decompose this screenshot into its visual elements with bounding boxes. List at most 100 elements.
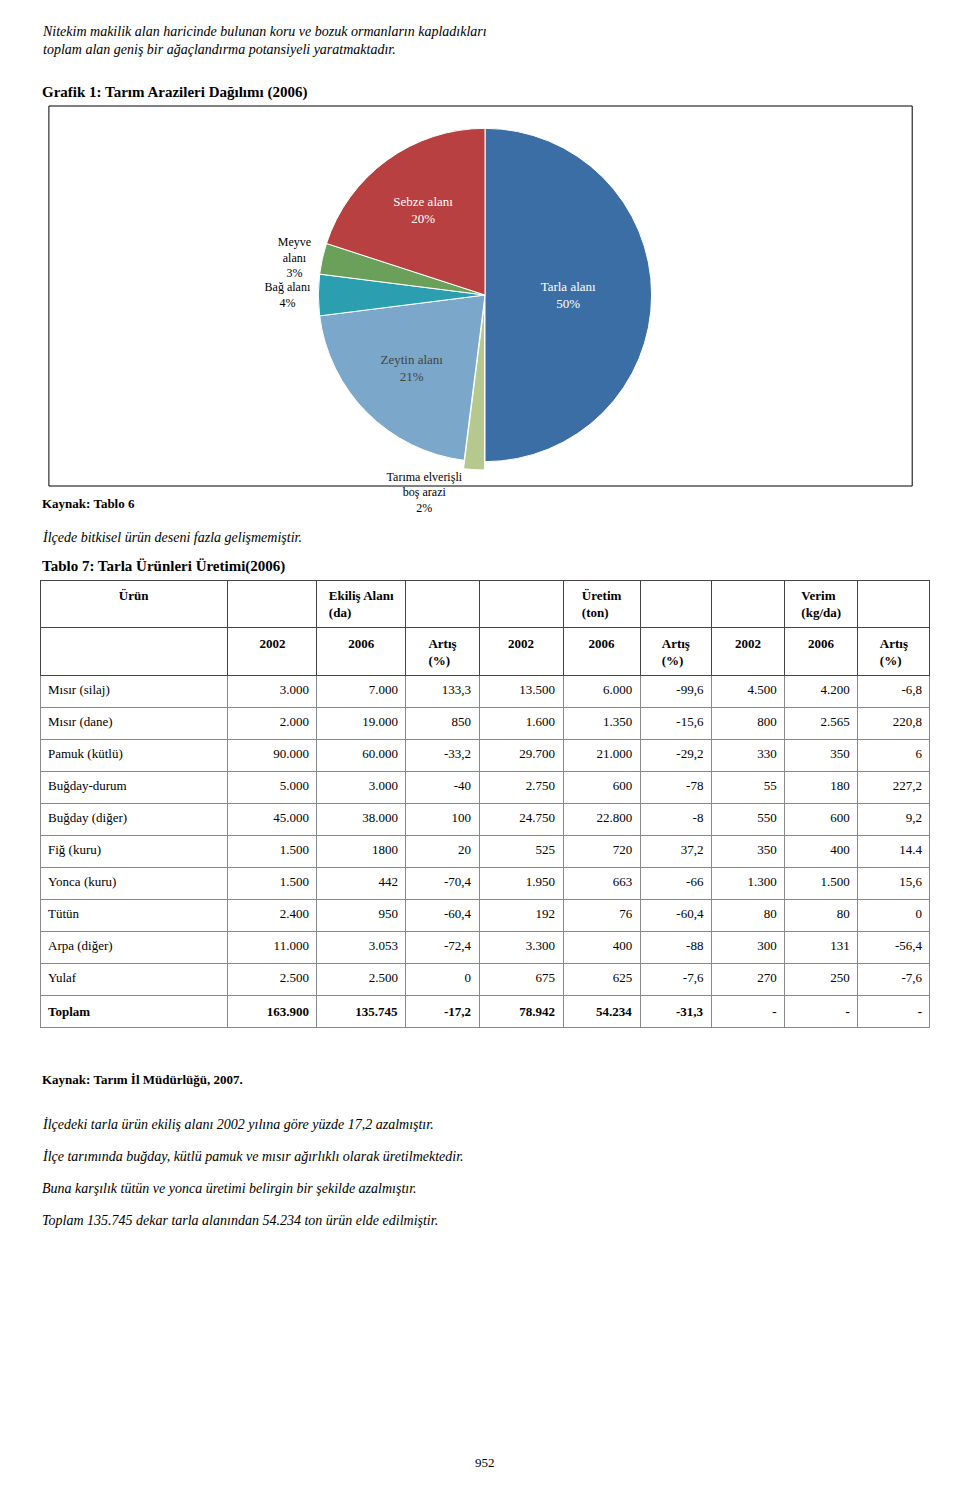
svg-text:600: 600 bbox=[613, 778, 633, 793]
svg-text:1800: 1800 bbox=[372, 842, 398, 857]
svg-text:2006: 2006 bbox=[588, 636, 615, 651]
svg-text:2002: 2002 bbox=[508, 636, 534, 651]
svg-text:Artış(%): Artış(%) bbox=[428, 636, 456, 668]
svg-text:45.000: 45.000 bbox=[273, 810, 309, 825]
svg-text:-7,6: -7,6 bbox=[683, 970, 704, 985]
svg-text:133,3: 133,3 bbox=[442, 682, 471, 697]
svg-text:-72,4: -72,4 bbox=[444, 938, 472, 953]
svg-text:Tarla alanı50%: Tarla alanı50% bbox=[541, 279, 596, 311]
svg-text:180: 180 bbox=[830, 778, 850, 793]
svg-text:24.750: 24.750 bbox=[519, 810, 555, 825]
svg-text:525: 525 bbox=[536, 842, 556, 857]
svg-text:-60,4: -60,4 bbox=[444, 906, 472, 921]
svg-text:1.500: 1.500 bbox=[280, 874, 309, 889]
svg-text:80: 80 bbox=[764, 906, 777, 921]
svg-text:2.565: 2.565 bbox=[821, 714, 850, 729]
svg-text:13.500: 13.500 bbox=[519, 682, 555, 697]
svg-text:Tablo 7: Tarla Ürünleri Üretim: Tablo 7: Tarla Ürünleri Üretimi(2006) bbox=[42, 558, 285, 575]
svg-text:-70,4: -70,4 bbox=[444, 874, 472, 889]
svg-text:Mısır (silaj): Mısır (silaj) bbox=[48, 682, 110, 697]
svg-text:Pamuk (kütlü): Pamuk (kütlü) bbox=[48, 746, 123, 761]
svg-text:550: 550 bbox=[757, 810, 777, 825]
svg-text:3.300: 3.300 bbox=[526, 938, 555, 953]
svg-text:21.000: 21.000 bbox=[597, 746, 633, 761]
svg-text:-7,6: -7,6 bbox=[901, 970, 922, 985]
svg-text:442: 442 bbox=[378, 874, 398, 889]
svg-text:-15,6: -15,6 bbox=[676, 714, 704, 729]
svg-text:Toplam: Toplam bbox=[48, 1004, 90, 1019]
svg-text:Artış(%): Artış(%) bbox=[662, 636, 690, 668]
svg-text:-56,4: -56,4 bbox=[895, 938, 923, 953]
svg-text:İlçedeki tarla ürün ekiliş ala: İlçedeki tarla ürün ekiliş alanı 2002 yı… bbox=[42, 1117, 434, 1132]
svg-text:Yulaf: Yulaf bbox=[48, 970, 77, 985]
svg-text:7.000: 7.000 bbox=[369, 682, 398, 697]
svg-text:19.000: 19.000 bbox=[362, 714, 398, 729]
svg-text:625: 625 bbox=[613, 970, 633, 985]
svg-text:Toplam 135.745 dekar tarla ala: Toplam 135.745 dekar tarla alanından 54.… bbox=[42, 1213, 438, 1228]
svg-text:78.942: 78.942 bbox=[519, 1004, 555, 1019]
svg-text:Kaynak: Tablo 6: Kaynak: Tablo 6 bbox=[42, 496, 135, 511]
svg-text:Fiğ (kuru): Fiğ (kuru) bbox=[48, 842, 101, 857]
svg-text:Buğday (diğer): Buğday (diğer) bbox=[48, 810, 127, 825]
svg-text:Mısır (dane): Mısır (dane) bbox=[48, 714, 113, 729]
svg-text:675: 675 bbox=[536, 970, 556, 985]
svg-text:600: 600 bbox=[830, 810, 850, 825]
svg-text:38.000: 38.000 bbox=[362, 810, 398, 825]
svg-text:-60,4: -60,4 bbox=[676, 906, 704, 921]
svg-text:Tarıma elverişliboş arazi2%: Tarıma elverişliboş arazi2% bbox=[387, 470, 463, 515]
svg-text:952: 952 bbox=[475, 1455, 495, 1470]
svg-text:1.300: 1.300 bbox=[747, 874, 776, 889]
svg-text:1.500: 1.500 bbox=[821, 874, 850, 889]
svg-text:Buna karşılık tütün ve yonca ü: Buna karşılık tütün ve yonca üretimi bel… bbox=[42, 1181, 417, 1196]
svg-text:11.000: 11.000 bbox=[274, 938, 309, 953]
svg-text:250: 250 bbox=[830, 970, 850, 985]
svg-text:950: 950 bbox=[378, 906, 398, 921]
svg-text:3.000: 3.000 bbox=[369, 778, 398, 793]
svg-text:163.900: 163.900 bbox=[267, 1004, 309, 1019]
svg-text:400: 400 bbox=[613, 938, 633, 953]
svg-text:Ürün: Ürün bbox=[119, 588, 149, 603]
svg-text:-33,2: -33,2 bbox=[444, 746, 471, 761]
svg-text:2.500: 2.500 bbox=[280, 970, 309, 985]
svg-text:720: 720 bbox=[613, 842, 633, 857]
svg-text:4.500: 4.500 bbox=[747, 682, 776, 697]
svg-text:-40: -40 bbox=[454, 778, 471, 793]
svg-text:37,2: 37,2 bbox=[681, 842, 704, 857]
svg-text:55: 55 bbox=[764, 778, 777, 793]
svg-text:350: 350 bbox=[757, 842, 777, 857]
svg-text:-88: -88 bbox=[686, 938, 703, 953]
svg-text:Üretim(ton): Üretim(ton) bbox=[582, 588, 622, 620]
svg-text:-8: -8 bbox=[693, 810, 704, 825]
svg-text:6: 6 bbox=[916, 746, 923, 761]
svg-text:192: 192 bbox=[536, 906, 556, 921]
svg-text:6.000: 6.000 bbox=[603, 682, 632, 697]
svg-text:2006: 2006 bbox=[348, 636, 375, 651]
svg-text:-99,6: -99,6 bbox=[676, 682, 704, 697]
svg-text:Buğday-durum: Buğday-durum bbox=[48, 778, 127, 793]
svg-text:-29,2: -29,2 bbox=[676, 746, 703, 761]
svg-text:2.500: 2.500 bbox=[369, 970, 398, 985]
svg-text:227,2: 227,2 bbox=[893, 778, 922, 793]
svg-text:220,8: 220,8 bbox=[893, 714, 922, 729]
svg-text:800: 800 bbox=[757, 714, 777, 729]
svg-text:Kaynak: Tarım İl Müdürlüğü, 20: Kaynak: Tarım İl Müdürlüğü, 2007. bbox=[42, 1072, 243, 1087]
svg-text:Artış(%): Artış(%) bbox=[880, 636, 908, 668]
svg-text:663: 663 bbox=[613, 874, 633, 889]
svg-text:131: 131 bbox=[830, 938, 850, 953]
svg-text:60.000: 60.000 bbox=[362, 746, 398, 761]
svg-text:2006: 2006 bbox=[808, 636, 835, 651]
svg-text:-: - bbox=[772, 1004, 776, 1019]
svg-text:350: 350 bbox=[830, 746, 850, 761]
svg-text:3.053: 3.053 bbox=[369, 938, 398, 953]
svg-text:2.400: 2.400 bbox=[280, 906, 309, 921]
svg-text:1.950: 1.950 bbox=[526, 874, 555, 889]
svg-text:300: 300 bbox=[757, 938, 777, 953]
svg-text:3.000: 3.000 bbox=[280, 682, 309, 697]
svg-text:1.350: 1.350 bbox=[603, 714, 632, 729]
svg-text:-78: -78 bbox=[686, 778, 703, 793]
svg-text:22.800: 22.800 bbox=[597, 810, 633, 825]
svg-text:100: 100 bbox=[452, 810, 472, 825]
svg-text:İlçede bitkisel ürün deseni fa: İlçede bitkisel ürün deseni fazla gelişm… bbox=[42, 530, 302, 545]
svg-text:54.234: 54.234 bbox=[596, 1004, 632, 1019]
svg-text:Zeytin alanı21%: Zeytin alanı21% bbox=[381, 352, 444, 384]
